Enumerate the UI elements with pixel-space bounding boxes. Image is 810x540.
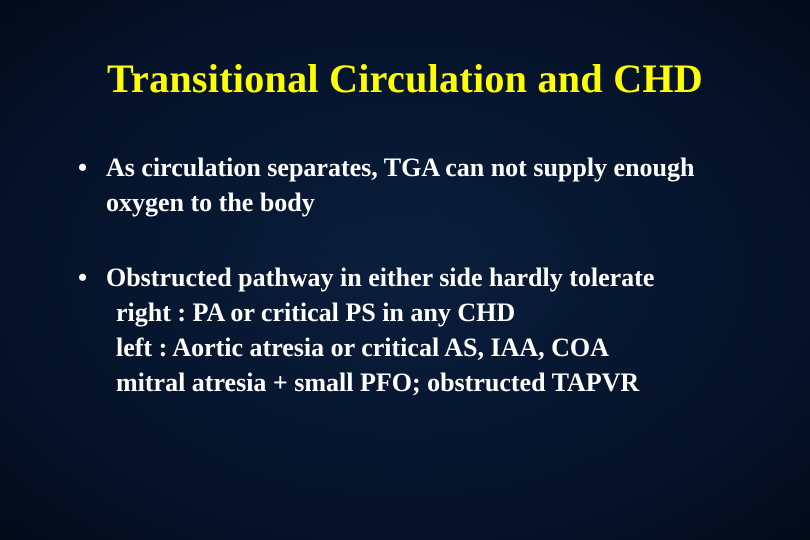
bullet-item: Obstructed pathway in either side hardly… [72,260,738,400]
bullet-text: As circulation separates, TGA can not su… [106,153,694,217]
slide-container: Transitional Circulation and CHD As circ… [0,0,810,540]
slide-title: Transitional Circulation and CHD [72,55,738,102]
bullet-list: As circulation separates, TGA can not su… [72,150,738,401]
bullet-subline: right : PA or critical PS in any CHD [106,295,738,330]
bullet-item: As circulation separates, TGA can not su… [72,150,738,220]
bullet-text: Obstructed pathway in either side hardly… [106,263,654,292]
bullet-subline: left : Aortic atresia or critical AS, IA… [106,330,738,365]
bullet-subline: mitral atresia + small PFO; obstructed T… [106,365,738,400]
